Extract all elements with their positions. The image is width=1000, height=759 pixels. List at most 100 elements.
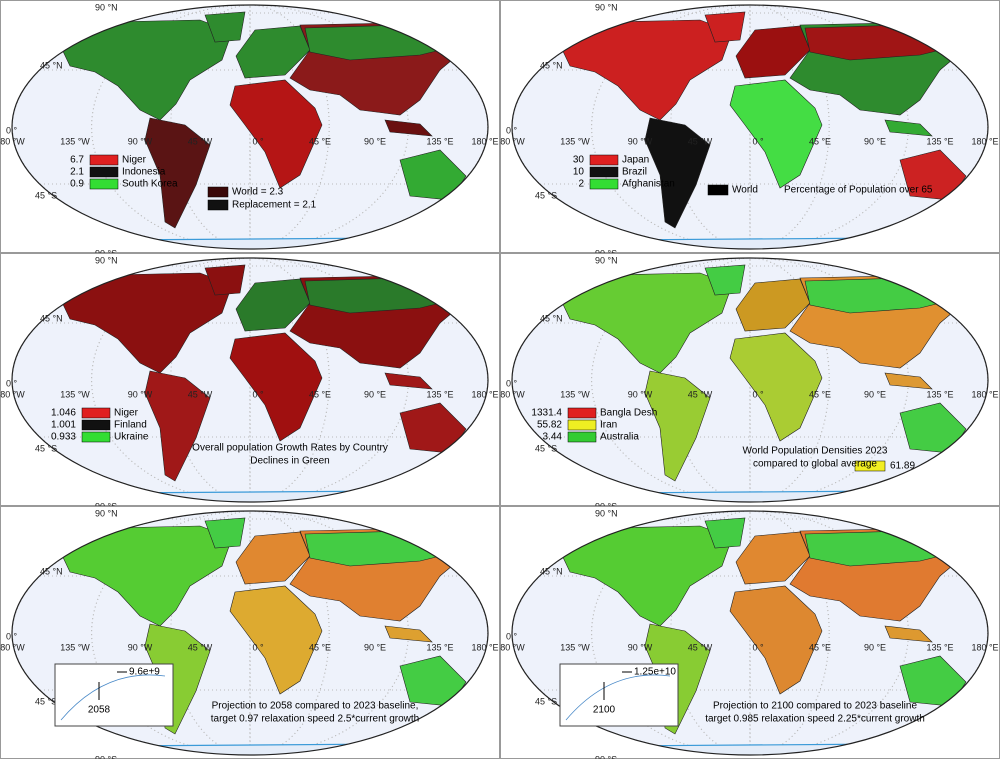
lon-label: 135 °E — [426, 642, 453, 652]
lon-label: 90 °W — [628, 389, 653, 399]
lon-label: 90 °E — [864, 642, 886, 652]
legend-swatch — [567, 407, 597, 419]
lat-label: 45 °S — [535, 190, 557, 200]
legend-label: Niger — [122, 155, 147, 166]
lon-label: 45 °W — [188, 642, 213, 652]
lon-label: 180 °W — [500, 642, 525, 652]
legend-value: 6.7 — [70, 155, 84, 166]
land — [12, 258, 488, 502]
continent-gl — [204, 11, 246, 43]
lon-label: 0 ° — [252, 389, 264, 399]
land — [512, 258, 988, 502]
continent-af — [729, 332, 823, 442]
inset-peak: 9.6e+9 — [129, 667, 160, 678]
inset-box — [54, 663, 174, 727]
continent-gl — [204, 264, 246, 296]
legend-label: Australia — [600, 432, 639, 443]
lon-label: 180 °E — [471, 642, 498, 652]
lon-label: 135 °E — [426, 389, 453, 399]
inset-curve — [60, 674, 166, 721]
lon-label: 90 °W — [128, 642, 153, 652]
note-label: World — [732, 185, 758, 196]
lon-label: 180 °E — [971, 389, 998, 399]
lat-label: 0 ° — [6, 378, 18, 388]
legend-swatch — [81, 419, 111, 431]
continent-af — [729, 585, 823, 695]
legend-label: Japan — [622, 155, 649, 166]
continent-na — [559, 525, 733, 627]
caption: compared to global average — [753, 459, 877, 470]
lon-label: 180 °E — [971, 642, 998, 652]
legend-value: 2.1 — [70, 167, 84, 178]
legend-label: Indonesia — [122, 167, 166, 178]
legend-label: Brazil — [622, 167, 647, 178]
map-panel: 90 °N 45 °N 0 ° 45 °S 90 °S 180 °W 135 °W 90 °W… — [0, 506, 500, 759]
continent-af — [729, 79, 823, 189]
caption: Projection to 2058 compared to 2023 base… — [212, 701, 419, 712]
lat-label: 0 ° — [506, 378, 518, 388]
lat-label: 90 °S — [595, 248, 617, 253]
legend-swatch — [89, 154, 119, 166]
legend-swatch — [589, 178, 619, 190]
lat-label: 0 ° — [6, 125, 18, 135]
map-outline — [511, 257, 989, 503]
lat-label: 45 °S — [35, 696, 57, 706]
legend-label: South Korea — [122, 179, 178, 190]
lat-label: 90 °N — [95, 2, 118, 12]
legend-swatch — [589, 154, 619, 166]
lon-label: 45 °W — [188, 136, 213, 146]
lon-label: 45 °W — [688, 642, 713, 652]
continent-na — [559, 19, 733, 121]
lon-label: 45 °E — [809, 642, 831, 652]
lon-label: 135 °W — [560, 136, 590, 146]
lat-label: 90 °N — [595, 508, 618, 518]
map-panel: 90 °N 45 °N 0 ° 45 °S 90 °S 180 °W 135 °W 90 °W… — [500, 0, 1000, 253]
lon-label: 180 °W — [0, 136, 25, 146]
continent-gl — [704, 264, 746, 296]
legend-label: Ukraine — [114, 432, 149, 443]
lon-label: 180 °E — [471, 389, 498, 399]
map-panel: 90 °N 45 °N 0 ° 45 °S 90 °S 180 °W 135 °W 90 °W… — [0, 0, 500, 253]
lon-label: 0 ° — [752, 136, 764, 146]
map-outline — [11, 257, 489, 503]
legend-label: Niger — [114, 408, 139, 419]
lat-label: 90 °N — [595, 2, 618, 12]
legend-value: 3.44 — [543, 432, 563, 443]
graticule-line — [170, 511, 330, 755]
lat-label: 90 °N — [95, 255, 118, 265]
inset-curve — [565, 674, 671, 721]
lon-label: 135 °W — [60, 136, 90, 146]
lon-label: 45 °E — [809, 389, 831, 399]
lat-label: 45 °N — [40, 60, 63, 70]
legend-value: 1.046 — [51, 408, 76, 419]
lon-label: 45 °E — [309, 389, 331, 399]
note-label: World = 2.3 — [232, 187, 284, 198]
lat-label: 45 °S — [535, 443, 557, 453]
lat-label: 45 °N — [540, 313, 563, 323]
legend-swatch — [567, 419, 597, 431]
continent-na — [59, 525, 233, 627]
graticule-line — [670, 258, 830, 502]
land — [12, 5, 488, 249]
lon-label: 135 °W — [60, 389, 90, 399]
lat-label: 45 °N — [540, 566, 563, 576]
note-swatch — [707, 184, 729, 196]
land — [512, 5, 988, 249]
note-value: 61.89 — [890, 461, 915, 472]
lat-label: 90 °N — [595, 255, 618, 265]
lon-label: 180 °W — [500, 136, 525, 146]
lat-label: 45 °N — [540, 60, 563, 70]
lon-label: 90 °W — [628, 642, 653, 652]
lon-label: 90 °E — [864, 389, 886, 399]
lat-label: 45 °S — [535, 696, 557, 706]
legend-swatch — [81, 431, 111, 443]
continent-sa — [644, 370, 711, 482]
note-label: Replacement = 2.1 — [232, 200, 317, 211]
inset-box — [559, 663, 679, 727]
lon-label: 135 °E — [926, 642, 953, 652]
lon-label: 135 °W — [560, 389, 590, 399]
lon-label: 135 °E — [926, 389, 953, 399]
legend-value: 1.001 — [51, 420, 76, 431]
lon-label: 0 ° — [252, 136, 264, 146]
map-outline — [511, 4, 989, 250]
